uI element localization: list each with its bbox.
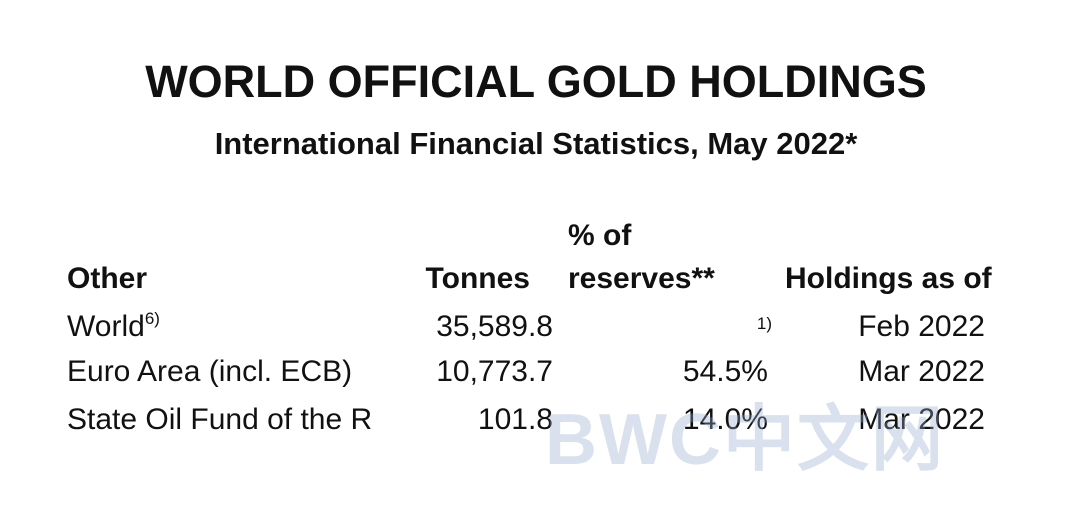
country: Euro Area (incl. ECB) [67,355,353,388]
column-header: Other [67,262,148,295]
tonnes: 10,773.7 [436,355,553,388]
row-name: Euro Area (incl. ECB) [67,354,395,390]
date: Mar 2022 [858,355,985,388]
tonnes: 35,589.8 [436,310,553,343]
row-name: World6) [67,309,395,345]
date: Feb 2022 [858,310,985,343]
tonnes: 101.8 [477,403,553,436]
percent: 54.5% [682,355,768,388]
footnote: 6) [144,309,160,328]
percent: 14.0% [682,403,768,436]
country: World [67,310,145,343]
date: Mar 2022 [858,403,985,436]
column-header: % of reserves** [568,219,715,295]
column-header: Tonnes [425,262,530,295]
column-header: Holdings as of [785,262,992,295]
row-name: State Oil Fund of the R [67,402,395,438]
footnote: 1) [756,314,772,333]
subtitle: International Financial Statistics, May … [214,126,858,161]
title: WORLD OFFICIAL GOLD HOLDINGS [145,56,927,107]
country: State Oil Fund of the R [67,403,373,436]
watermark: BWC中文网 [545,400,945,480]
